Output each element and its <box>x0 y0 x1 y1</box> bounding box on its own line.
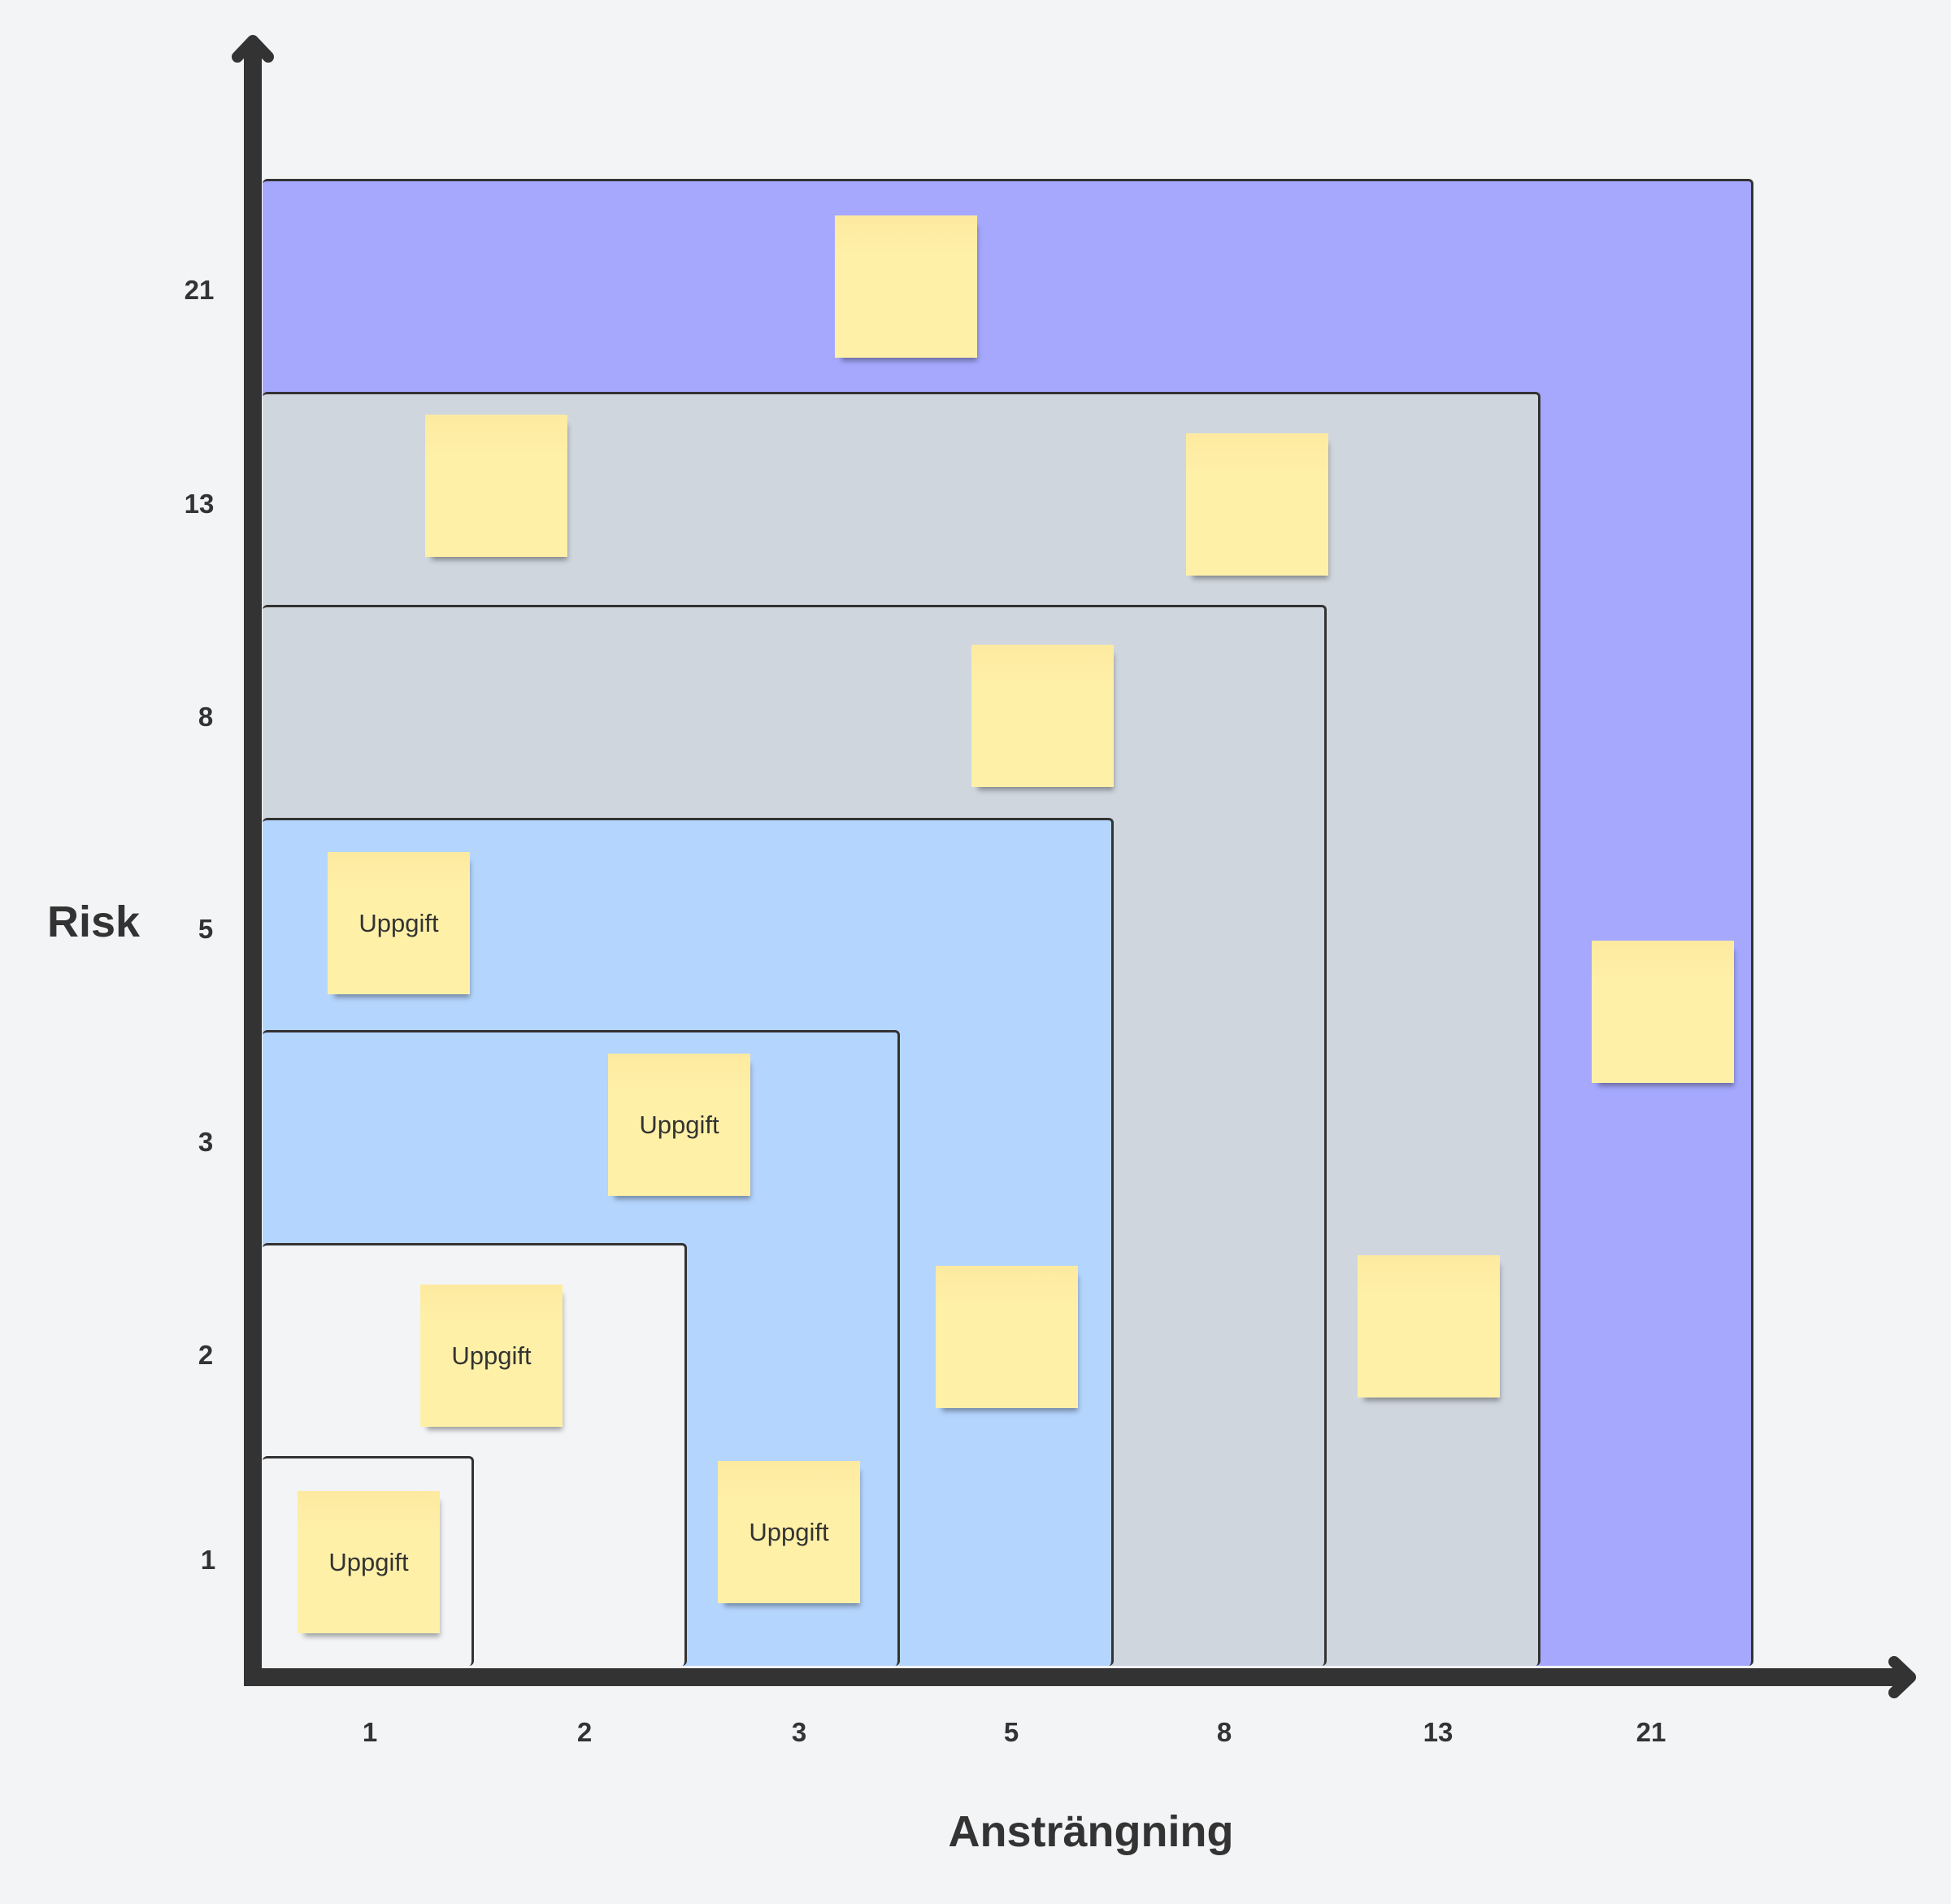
sticky-note[interactable] <box>1592 941 1734 1083</box>
x-tick-label: 5 <box>1003 1717 1019 1747</box>
y-axis-arrow-icon <box>232 35 274 63</box>
y-tick-label: 21 <box>184 275 215 305</box>
y-tick-label: 5 <box>198 914 214 944</box>
y-tick-label: 1 <box>200 1545 216 1575</box>
x-axis-title: Ansträngning <box>948 1807 1234 1856</box>
x-tick-label: 8 <box>1216 1717 1232 1747</box>
sticky-note[interactable]: Uppgift <box>298 1491 440 1633</box>
x-tick-label: 2 <box>576 1717 593 1747</box>
y-tick-label: 2 <box>198 1340 214 1370</box>
y-tick-label: 13 <box>184 489 215 519</box>
x-tick-label: 1 <box>362 1717 378 1747</box>
x-tick-label: 21 <box>1636 1717 1666 1747</box>
y-tick-label: 3 <box>198 1127 214 1157</box>
sticky-note[interactable]: Uppgift <box>420 1285 563 1427</box>
sticky-note[interactable] <box>425 415 567 557</box>
sticky-note[interactable] <box>936 1266 1078 1408</box>
sticky-note[interactable] <box>1358 1255 1500 1398</box>
x-axis-arrow-icon <box>1888 1656 1916 1698</box>
sticky-note[interactable] <box>1186 433 1328 576</box>
x-tick-label: 13 <box>1423 1717 1453 1747</box>
sticky-note[interactable]: Uppgift <box>328 852 470 994</box>
sticky-note[interactable] <box>971 645 1114 787</box>
y-axis-title: Risk <box>46 898 141 946</box>
x-tick-label: 3 <box>791 1717 807 1747</box>
sticky-note[interactable]: Uppgift <box>608 1054 750 1196</box>
y-tick-label: 8 <box>198 702 214 732</box>
sticky-note[interactable] <box>835 215 977 358</box>
sticky-note[interactable]: Uppgift <box>718 1461 860 1603</box>
